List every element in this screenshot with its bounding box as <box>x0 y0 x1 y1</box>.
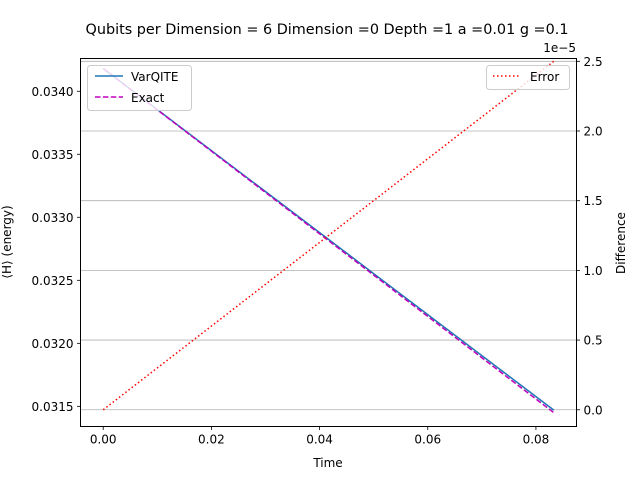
series-line-varqite <box>102 67 555 411</box>
chart-title: Qubits per Dimension = 6 Dimension =0 De… <box>86 22 569 38</box>
left-y-tick-label: 0.0340 <box>32 85 74 99</box>
left-y-tick-label: 0.0325 <box>32 274 74 288</box>
right-y-tick-label: 1.0 <box>584 264 603 278</box>
legend-left: VarQITE Exact <box>87 65 192 111</box>
series-line-error <box>102 60 555 411</box>
x-tick-label: 0.02 <box>198 433 225 447</box>
series-lines <box>102 60 555 414</box>
right-y-axis-label: Difference <box>614 212 628 274</box>
left-y-tick-label: 0.0320 <box>32 337 74 351</box>
x-tick-label: 0.08 <box>523 433 550 447</box>
legend-right: Error <box>486 65 570 90</box>
right-y-tick-label: 2.0 <box>584 124 603 138</box>
legend-label-varqite: VarQITE <box>131 70 178 84</box>
left-y-tick-label: 0.0330 <box>32 211 74 225</box>
right-y-tick-label: 2.5 <box>584 55 603 69</box>
x-tick-label: 0.04 <box>306 433 333 447</box>
left-y-tick-label: 0.0315 <box>32 400 74 414</box>
plot-frame <box>80 58 577 427</box>
right-y-axis: 0.0 0.5 1.0 1.5 2.0 2.5 <box>576 55 603 417</box>
x-tick-label: 0.06 <box>414 433 441 447</box>
left-y-axis-label: ⟨H⟩ (energy) <box>0 205 14 278</box>
legend-label-error: Error <box>530 70 559 84</box>
right-y-tick-label: 0.5 <box>584 334 603 348</box>
x-axis: 0.00 0.02 0.04 0.06 0.08 <box>90 426 550 447</box>
grid <box>80 60 577 411</box>
left-y-tick-label: 0.0335 <box>32 148 74 162</box>
right-y-tick-label: 0.0 <box>584 403 603 417</box>
legend-label-exact: Exact <box>131 91 165 105</box>
x-axis-label: Time <box>312 456 342 470</box>
left-y-axis: 0.0315 0.0320 0.0325 0.0330 0.0335 0.0340 <box>32 85 81 414</box>
x-tick-label: 0.00 <box>90 433 117 447</box>
right-y-tick-label: 1.5 <box>584 194 603 208</box>
right-axis-offset-label: 1e−5 <box>543 41 576 55</box>
